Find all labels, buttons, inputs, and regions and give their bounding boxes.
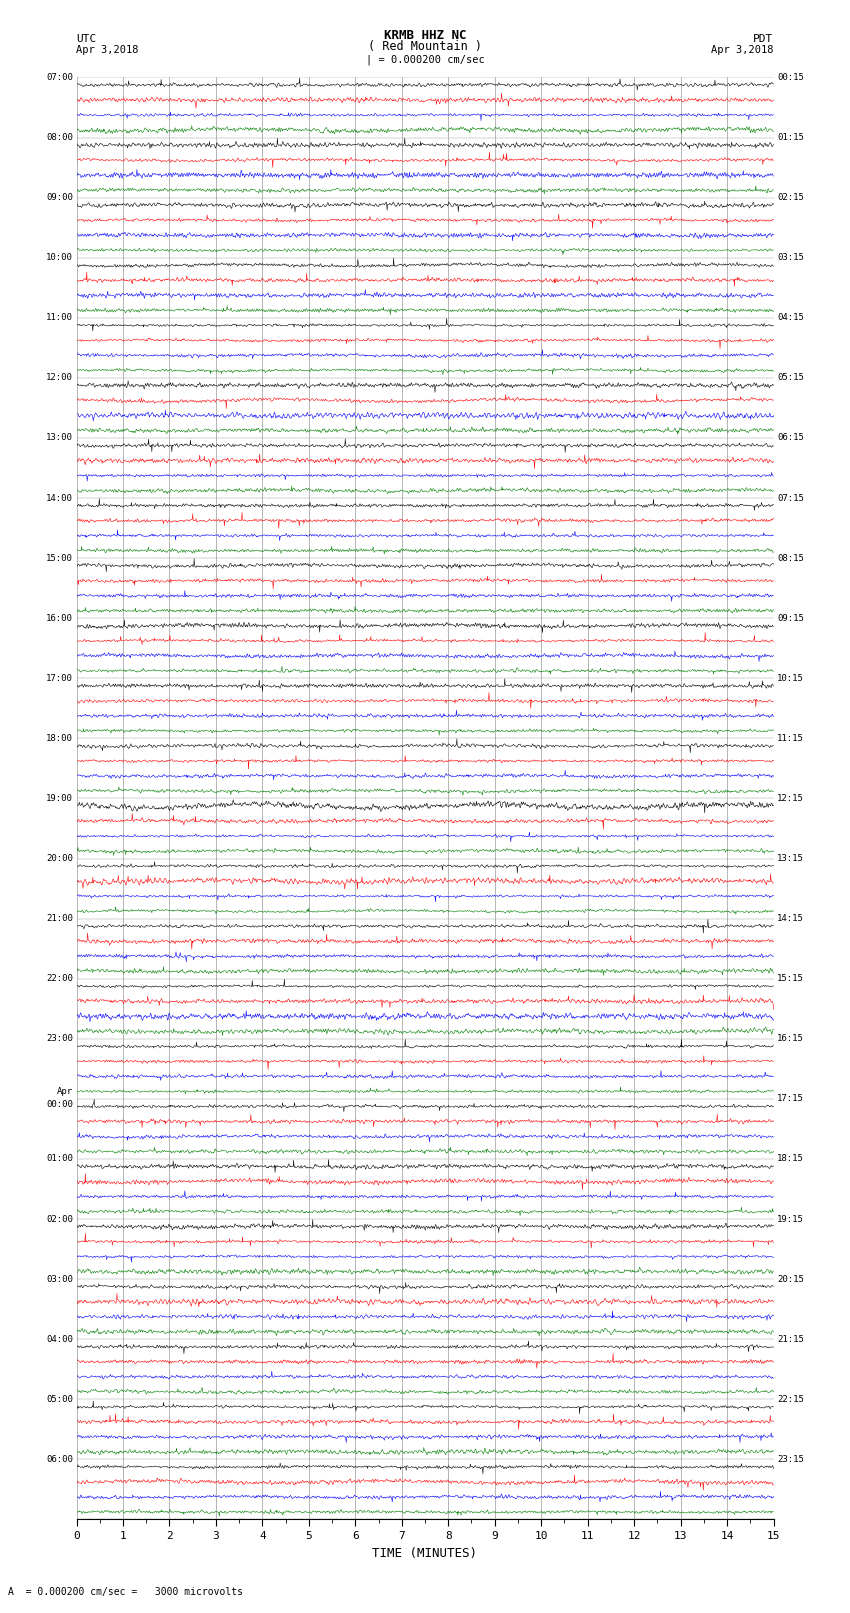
Text: 06:15: 06:15: [777, 434, 804, 442]
Text: A  = 0.000200 cm/sec =   3000 microvolts: A = 0.000200 cm/sec = 3000 microvolts: [8, 1587, 243, 1597]
Text: 05:00: 05:00: [46, 1395, 73, 1403]
Text: 09:15: 09:15: [777, 613, 804, 623]
Text: 10:15: 10:15: [777, 674, 804, 682]
Text: 07:00: 07:00: [46, 73, 73, 82]
Text: 23:15: 23:15: [777, 1455, 804, 1465]
Text: Apr: Apr: [57, 1087, 73, 1095]
Text: 19:15: 19:15: [777, 1215, 804, 1224]
X-axis label: TIME (MINUTES): TIME (MINUTES): [372, 1547, 478, 1560]
Text: 08:15: 08:15: [777, 553, 804, 563]
Text: 04:15: 04:15: [777, 313, 804, 323]
Text: 14:00: 14:00: [46, 494, 73, 503]
Text: 17:00: 17:00: [46, 674, 73, 682]
Text: 14:15: 14:15: [777, 915, 804, 923]
Text: 03:00: 03:00: [46, 1274, 73, 1284]
Text: 23:00: 23:00: [46, 1034, 73, 1044]
Text: 03:15: 03:15: [777, 253, 804, 263]
Text: 02:00: 02:00: [46, 1215, 73, 1224]
Text: 18:15: 18:15: [777, 1155, 804, 1163]
Text: 11:15: 11:15: [777, 734, 804, 744]
Text: 00:00: 00:00: [46, 1100, 73, 1110]
Text: 19:00: 19:00: [46, 794, 73, 803]
Text: 11:00: 11:00: [46, 313, 73, 323]
Text: 20:15: 20:15: [777, 1274, 804, 1284]
Text: 15:00: 15:00: [46, 553, 73, 563]
Text: 04:00: 04:00: [46, 1334, 73, 1344]
Text: 10:00: 10:00: [46, 253, 73, 263]
Text: 09:00: 09:00: [46, 194, 73, 202]
Text: 01:00: 01:00: [46, 1155, 73, 1163]
Text: 22:00: 22:00: [46, 974, 73, 984]
Text: UTC: UTC: [76, 34, 97, 44]
Text: 06:00: 06:00: [46, 1455, 73, 1465]
Text: | = 0.000200 cm/sec: | = 0.000200 cm/sec: [366, 55, 484, 66]
Text: 02:15: 02:15: [777, 194, 804, 202]
Text: PDT: PDT: [753, 34, 774, 44]
Text: 21:15: 21:15: [777, 1334, 804, 1344]
Text: 07:15: 07:15: [777, 494, 804, 503]
Text: 20:00: 20:00: [46, 853, 73, 863]
Text: Apr 3,2018: Apr 3,2018: [76, 45, 139, 55]
Text: 13:00: 13:00: [46, 434, 73, 442]
Text: 12:15: 12:15: [777, 794, 804, 803]
Text: 17:15: 17:15: [777, 1094, 804, 1103]
Text: 05:15: 05:15: [777, 373, 804, 382]
Text: Apr 3,2018: Apr 3,2018: [711, 45, 774, 55]
Text: 13:15: 13:15: [777, 853, 804, 863]
Text: 12:00: 12:00: [46, 373, 73, 382]
Text: KRMB HHZ NC: KRMB HHZ NC: [383, 29, 467, 42]
Text: 08:00: 08:00: [46, 132, 73, 142]
Text: 15:15: 15:15: [777, 974, 804, 984]
Text: ( Red Mountain ): ( Red Mountain ): [368, 40, 482, 53]
Text: 21:00: 21:00: [46, 915, 73, 923]
Text: 00:15: 00:15: [777, 73, 804, 82]
Text: 22:15: 22:15: [777, 1395, 804, 1403]
Text: 18:00: 18:00: [46, 734, 73, 744]
Text: 16:15: 16:15: [777, 1034, 804, 1044]
Text: 16:00: 16:00: [46, 613, 73, 623]
Text: 01:15: 01:15: [777, 132, 804, 142]
